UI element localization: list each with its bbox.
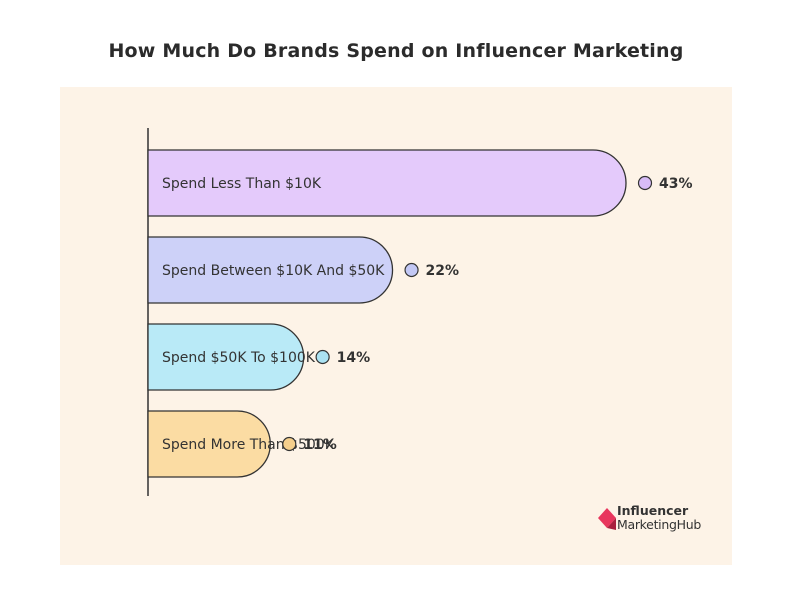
- bar-category-label: Spend Between $10K And $50K: [162, 263, 385, 279]
- bar-value-label: 22%: [426, 263, 460, 279]
- value-marker-dot: [282, 436, 297, 452]
- logo-line-1: Influencer: [617, 503, 689, 518]
- bar-category-label: Spend $50K To $100K: [162, 350, 316, 366]
- value-marker-dot: [315, 349, 330, 365]
- bar-4: [147, 410, 271, 478]
- bar-value-label: 14%: [337, 350, 371, 366]
- value-marker-dot: [637, 175, 653, 191]
- bar-category-label: Spend Less Than $10K: [162, 176, 322, 192]
- bar-value-label: 43%: [659, 176, 693, 192]
- chart-title: How Much Do Brands Spend on Influencer M…: [108, 40, 684, 62]
- bar-1: [147, 149, 627, 217]
- bar-3: [147, 323, 305, 391]
- logo-icon: [598, 508, 616, 530]
- influencer-marketing-hub-logo: Influencer MarketingHub: [598, 504, 728, 538]
- bar-2: [147, 236, 394, 304]
- value-marker-dot: [404, 262, 419, 278]
- bar-value-label: 11%: [303, 437, 337, 453]
- logo-line-2: MarketingHub: [617, 517, 701, 532]
